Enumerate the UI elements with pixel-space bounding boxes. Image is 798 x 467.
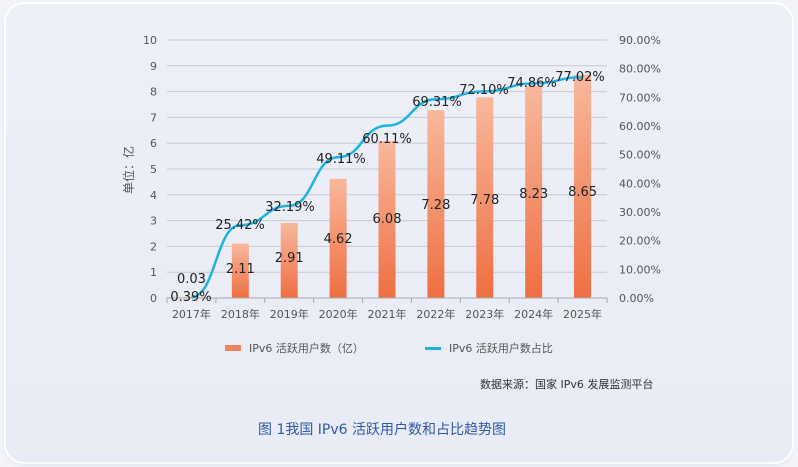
line-value-label: 69.31% <box>412 95 462 110</box>
legend-line-label: IPv6 活跃用户数占比 <box>449 342 553 355</box>
x-tick-label: 2020年 <box>319 307 358 321</box>
bar-value-label: 2.91 <box>275 251 304 266</box>
line-series <box>191 75 583 299</box>
y-tick-label: 7 <box>150 111 157 124</box>
bar-value-label: 4.62 <box>324 232 353 247</box>
y-tick-label: 4 <box>150 189 157 202</box>
chart-plot: 0 1 2 3 4 5 6 7 8 9 10 0.00% 10.00% 20.00% 30.00% 40.0… <box>121 34 661 321</box>
x-tick-label: 2025年 <box>563 307 602 321</box>
left-y-axis: 0 1 2 3 4 5 6 7 8 9 10 <box>143 34 157 305</box>
chart-card <box>6 4 792 462</box>
y2-tick-label: 40.00% <box>619 177 661 190</box>
x-axis: 2017年 2018年 2019年 2020年 2021年 2022年 2023年 2024年… <box>166 297 608 321</box>
bar <box>280 222 298 298</box>
bar <box>525 85 543 298</box>
y2-tick-label: 0.00% <box>619 292 654 305</box>
bar <box>574 74 592 298</box>
y-tick-label: 6 <box>150 137 157 150</box>
bar <box>378 141 396 298</box>
y-tick-label: 1 <box>150 266 157 279</box>
x-tick-label: 2019年 <box>270 307 309 321</box>
figure-caption: 图 1我国 IPv6 活跃用户数和占比趋势图 <box>258 422 507 438</box>
right-y-axis: 0.00% 10.00% 20.00% 30.00% 40.00% 50.00% 60.00… <box>619 34 661 305</box>
line-value-label: 72.10% <box>459 83 509 98</box>
legend-item-line: IPv6 活跃用户数占比 <box>425 340 553 356</box>
bar-value-label: 7.78 <box>470 193 499 208</box>
y-axis-label: 单位：亿 <box>121 146 136 194</box>
y2-tick-label: 20.00% <box>619 235 661 248</box>
y-tick-label: 10 <box>143 34 157 47</box>
bar <box>329 178 347 298</box>
line-value-label: 60.11% <box>362 132 412 147</box>
bar <box>231 243 249 298</box>
x-tick-label: 2017年 <box>172 307 211 321</box>
y2-tick-label: 30.00% <box>619 206 661 219</box>
line-value-label: 32.19% <box>265 200 315 215</box>
line-value-label: 0.39% <box>170 290 211 305</box>
y-tick-label: 8 <box>150 86 157 99</box>
x-tick-label: 2018年 <box>221 307 260 321</box>
bar-value-label: 2.11 <box>226 262 255 277</box>
y-tick-label: 2 <box>150 240 157 253</box>
y-tick-label: 3 <box>150 215 157 228</box>
bar-swatch-icon <box>225 345 241 351</box>
y2-tick-label: 50.00% <box>619 149 661 162</box>
data-source: 数据来源：国家 IPv6 发展监测平台 <box>480 378 654 391</box>
y-tick-label: 9 <box>150 60 157 73</box>
bar-value-label: 0.03 <box>177 272 206 287</box>
x-tick-label: 2021年 <box>368 307 407 321</box>
y2-tick-label: 60.00% <box>619 120 661 133</box>
bar <box>427 110 445 299</box>
legend-bar-label: IPv6 活跃用户数（亿） <box>249 342 364 355</box>
bar-value-label: 8.23 <box>519 187 548 202</box>
line-value-label: 74.86% <box>507 76 557 91</box>
bar-value-label: 7.28 <box>421 198 450 213</box>
bar <box>476 97 494 298</box>
line-value-label: 77.02% <box>555 70 605 85</box>
y2-tick-label: 70.00% <box>619 91 661 104</box>
x-tick-label: 2024年 <box>514 307 553 321</box>
x-tick-label: 2022年 <box>416 307 455 321</box>
bar-value-label: 8.65 <box>568 185 597 200</box>
y-tick-label: 5 <box>150 163 157 176</box>
bar-series <box>182 74 592 299</box>
y-tick-label: 0 <box>150 292 157 305</box>
y2-tick-label: 90.00% <box>619 34 661 47</box>
y2-tick-label: 80.00% <box>619 63 661 76</box>
line-swatch-icon <box>425 346 441 350</box>
line-value-label: 49.11% <box>316 152 366 167</box>
y2-tick-label: 10.00% <box>619 263 661 276</box>
line-value-label: 25.42% <box>215 218 265 233</box>
line-path <box>191 75 583 299</box>
bar-value-label: 6.08 <box>373 212 402 227</box>
legend-item-bar: IPv6 活跃用户数（亿） <box>225 340 364 356</box>
x-tick-label: 2023年 <box>465 307 504 321</box>
data-labels: 0.03 2.11 2.91 4.62 6.08 7.28 7.78 8.23 8.65 0.39… <box>170 70 604 305</box>
